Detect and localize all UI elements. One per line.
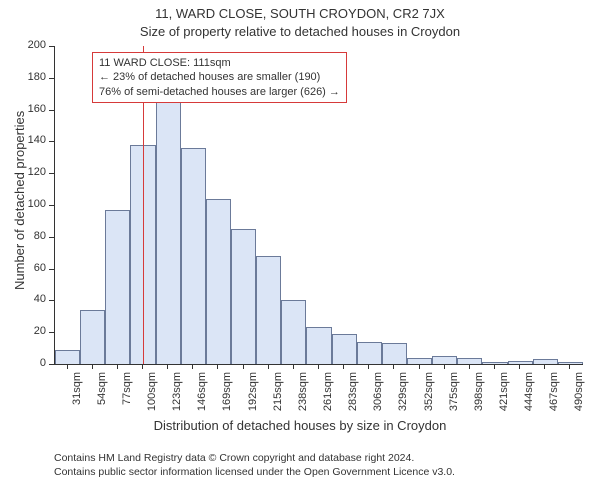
histogram-bar	[407, 358, 432, 364]
x-tick-label: 169sqm	[221, 372, 233, 428]
x-tick	[268, 364, 269, 369]
x-tick	[419, 364, 420, 369]
histogram-bar	[432, 356, 457, 364]
x-tick	[544, 364, 545, 369]
y-tick	[49, 205, 54, 206]
chart-container: 11, WARD CLOSE, SOUTH CROYDON, CR2 7JX S…	[0, 0, 600, 500]
x-tick	[192, 364, 193, 369]
y-tick	[49, 269, 54, 270]
x-tick-label: 421sqm	[498, 372, 510, 428]
info-box-line: ← 23% of detached houses are smaller (19…	[99, 70, 340, 84]
x-tick-label: 31sqm	[71, 372, 83, 428]
x-tick	[469, 364, 470, 369]
y-tick	[49, 300, 54, 301]
y-tick-label: 200	[20, 39, 46, 51]
x-tick	[343, 364, 344, 369]
x-tick	[142, 364, 143, 369]
y-tick	[49, 364, 54, 365]
x-tick-label: 54sqm	[96, 372, 108, 428]
info-box-line: 11 WARD CLOSE: 111sqm	[99, 56, 340, 70]
chart-title: 11, WARD CLOSE, SOUTH CROYDON, CR2 7JX	[0, 6, 600, 21]
x-tick-label: 146sqm	[196, 372, 208, 428]
y-tick	[49, 78, 54, 79]
x-tick-label: 375sqm	[448, 372, 460, 428]
y-tick	[49, 332, 54, 333]
histogram-bar	[156, 100, 181, 364]
y-tick-label: 160	[20, 103, 46, 115]
x-tick-label: 306sqm	[372, 372, 384, 428]
info-box: 11 WARD CLOSE: 111sqm← 23% of detached h…	[92, 52, 347, 103]
x-tick-label: 444sqm	[523, 372, 535, 428]
y-tick	[49, 141, 54, 142]
x-tick-label: 467sqm	[548, 372, 560, 428]
x-tick-label: 123sqm	[171, 372, 183, 428]
x-tick	[444, 364, 445, 369]
y-tick-label: 120	[20, 166, 46, 178]
x-tick	[167, 364, 168, 369]
histogram-bar	[357, 342, 382, 364]
y-tick-label: 100	[20, 198, 46, 210]
x-tick-label: 352sqm	[423, 372, 435, 428]
x-tick	[243, 364, 244, 369]
footer-line-2: Contains public sector information licen…	[54, 466, 455, 478]
y-tick	[49, 237, 54, 238]
histogram-bar	[80, 310, 105, 364]
y-tick-label: 140	[20, 134, 46, 146]
x-tick	[368, 364, 369, 369]
y-tick	[49, 173, 54, 174]
histogram-bar	[457, 358, 482, 364]
x-tick-label: 77sqm	[121, 372, 133, 428]
x-tick	[393, 364, 394, 369]
chart-subtitle: Size of property relative to detached ho…	[0, 24, 600, 39]
y-tick-label: 60	[20, 262, 46, 274]
histogram-bar	[281, 300, 306, 364]
y-tick-label: 180	[20, 71, 46, 83]
x-tick-label: 283sqm	[347, 372, 359, 428]
y-tick-label: 20	[20, 325, 46, 337]
histogram-bar	[382, 343, 407, 364]
x-tick-label: 261sqm	[322, 372, 334, 428]
y-tick-label: 0	[20, 357, 46, 369]
histogram-bar	[231, 229, 256, 364]
x-tick	[519, 364, 520, 369]
info-box-line: 76% of semi-detached houses are larger (…	[99, 85, 340, 99]
x-tick	[293, 364, 294, 369]
histogram-bar	[181, 148, 206, 364]
histogram-bar	[256, 256, 281, 364]
x-tick	[318, 364, 319, 369]
x-tick-label: 192sqm	[247, 372, 259, 428]
x-tick	[92, 364, 93, 369]
histogram-bar	[105, 210, 130, 364]
histogram-bar	[55, 350, 80, 364]
x-tick-label: 215sqm	[272, 372, 284, 428]
x-tick	[494, 364, 495, 369]
footer-line-1: Contains HM Land Registry data © Crown c…	[54, 452, 414, 464]
histogram-bar	[206, 199, 231, 364]
x-tick-label: 238sqm	[297, 372, 309, 428]
x-tick	[569, 364, 570, 369]
x-tick-label: 490sqm	[573, 372, 585, 428]
y-tick	[49, 110, 54, 111]
x-tick-label: 329sqm	[397, 372, 409, 428]
x-tick	[217, 364, 218, 369]
x-tick	[67, 364, 68, 369]
x-tick	[117, 364, 118, 369]
y-tick-label: 80	[20, 230, 46, 242]
y-tick-label: 40	[20, 293, 46, 305]
x-tick-label: 100sqm	[146, 372, 158, 428]
histogram-bar	[332, 334, 357, 364]
x-tick-label: 398sqm	[473, 372, 485, 428]
y-tick	[49, 46, 54, 47]
histogram-bar	[306, 327, 331, 364]
